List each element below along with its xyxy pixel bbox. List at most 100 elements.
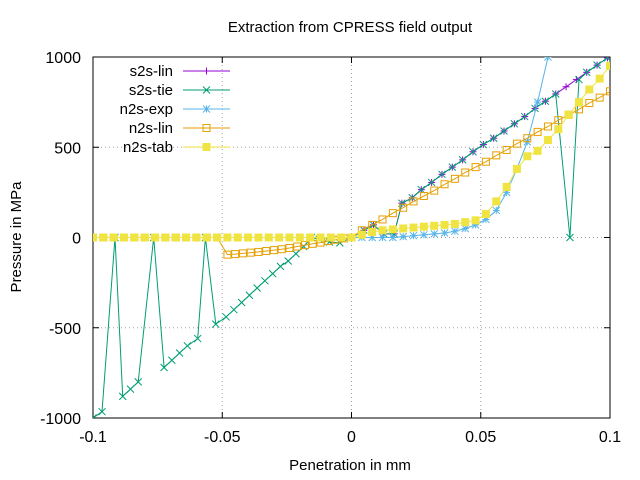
legend-label: n2s-lin [129, 120, 173, 137]
x-tick-label: 0.1 [599, 429, 621, 446]
data-point-n2s-tab [533, 146, 542, 155]
y-tick-label: -500 [49, 321, 81, 338]
data-point-s2s-tie [438, 170, 446, 179]
data-point-n2s-tab [409, 223, 418, 232]
data-point-n2s-tab [171, 233, 180, 242]
data-point-n2s-tab [254, 233, 263, 242]
data-point-n2s-lin [471, 163, 480, 172]
data-point-s2s-tie [175, 349, 184, 357]
series-n2s-exp [347, 57, 552, 242]
data-point-s2s-tie [211, 320, 220, 328]
data-point-s2s-tie [253, 284, 262, 292]
data-point-n2s-lin [523, 134, 532, 143]
data-point-n2s-lin [293, 242, 302, 251]
tick-labels: -0.1 -0.05 0 0.05 0.1 -1000 -500 0 500 1000 [40, 50, 621, 446]
data-point-n2s-tab [316, 233, 325, 242]
data-point-n2s-tab [151, 233, 160, 242]
data-point-n2s-tab [399, 224, 408, 233]
data-point-n2s-exp [451, 227, 459, 236]
data-point-n2s-exp [430, 230, 439, 238]
data-point-s2s-tie [458, 156, 467, 164]
data-point-s2s-tie [541, 97, 550, 106]
data-point-n2s-lin [440, 180, 449, 189]
data-point-n2s-tab [523, 152, 532, 161]
x-tick-label: 0.05 [465, 429, 496, 446]
data-point-n2s-tab [337, 233, 346, 242]
data-point-s2s-tie [93, 414, 97, 418]
legend-item-n2s-tab: n2s-tab [123, 139, 230, 156]
data-point-n2s-tab [440, 220, 449, 229]
data-point-n2s-exp [492, 206, 501, 215]
data-point-n2s-tab [202, 233, 211, 242]
data-point-n2s-lin [262, 247, 271, 256]
data-point-s2s-tie [593, 61, 601, 69]
data-point-n2s-tab [161, 233, 170, 242]
data-point-n2s-exp [409, 231, 418, 240]
data-point-n2s-tab [502, 182, 511, 191]
data-point-s2s-tie [575, 75, 583, 84]
data-point-n2s-tab [213, 233, 222, 242]
data-point-n2s-lin [388, 209, 397, 218]
data-point-s2s-tie [134, 378, 143, 386]
legend-item-s2s-tie: s2s-tie [129, 82, 230, 99]
data-point-n2s-lin [285, 243, 294, 252]
y-tick-label: 500 [54, 140, 81, 157]
data-point-s2s-tie [500, 127, 508, 135]
data-point-n2s-lin [492, 151, 501, 160]
data-point-n2s-exp [440, 229, 449, 237]
data-point-n2s-exp [533, 98, 542, 106]
data-point-n2s-tab [357, 230, 366, 239]
legend-marker [203, 67, 210, 75]
data-point-n2s-tab [275, 233, 284, 242]
data-point-n2s-tab [430, 221, 439, 230]
data-point-n2s-tab [564, 110, 573, 119]
data-point-n2s-lin [606, 87, 610, 96]
data-point-s2s-tie [427, 178, 436, 187]
data-point-n2s-exp [420, 230, 428, 239]
data-point-n2s-tab [233, 233, 242, 242]
data-point-s2s-tie [479, 140, 488, 149]
data-point-n2s-lin [585, 99, 594, 108]
data-point-s2s-tie [183, 341, 192, 350]
series-n2s-tab [93, 62, 610, 242]
data-point-n2s-tab [306, 233, 315, 242]
data-point-n2s-tab [295, 233, 304, 242]
data-point-n2s-exp [544, 57, 552, 61]
legend-label: s2s-lin [130, 63, 173, 80]
x-tick-label: -0.1 [79, 429, 107, 446]
legend-item-n2s-lin: n2s-lin [129, 120, 230, 137]
data-point-s2s-tie [167, 356, 176, 365]
series-layer [93, 57, 610, 418]
data-point-s2s-tie [118, 392, 127, 401]
data-point-s2s-tie [98, 407, 106, 416]
data-point-n2s-tab [512, 164, 521, 173]
data-point-n2s-tab [461, 218, 470, 227]
data-point-n2s-lin [430, 186, 439, 195]
data-point-s2s-tie [531, 104, 539, 113]
data-point-s2s-tie [222, 313, 230, 321]
data-point-n2s-tab [492, 197, 501, 206]
data-point-n2s-tab [554, 125, 563, 134]
data-point-s2s-tie [292, 249, 300, 258]
data-point-n2s-lin [554, 116, 563, 125]
data-point-s2s-tie [237, 298, 246, 307]
data-point-s2s-tie [126, 385, 135, 393]
data-point-n2s-tab [543, 136, 552, 145]
data-point-n2s-tab [244, 233, 253, 242]
data-point-n2s-lin [481, 157, 490, 166]
data-point-n2s-lin [543, 122, 552, 131]
data-point-n2s-tab [606, 62, 610, 71]
data-point-s2s-tie [261, 276, 269, 285]
data-point-n2s-tab [326, 233, 335, 242]
data-point-s2s-tie [276, 262, 285, 271]
legend-label: n2s-tab [123, 139, 173, 156]
data-point-s2s-tie [193, 334, 202, 343]
data-point-n2s-tab [182, 233, 191, 242]
y-axis-label: Pressure in MPa [8, 181, 25, 293]
data-point-s2s-tie [160, 363, 168, 372]
data-point-n2s-lin [246, 248, 255, 257]
data-point-n2s-tab [264, 233, 273, 242]
data-point-s2s-tie [489, 134, 498, 143]
legend-marker [202, 105, 211, 113]
